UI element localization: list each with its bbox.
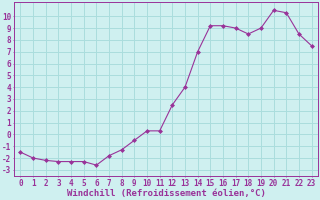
X-axis label: Windchill (Refroidissement éolien,°C): Windchill (Refroidissement éolien,°C) (67, 189, 266, 198)
